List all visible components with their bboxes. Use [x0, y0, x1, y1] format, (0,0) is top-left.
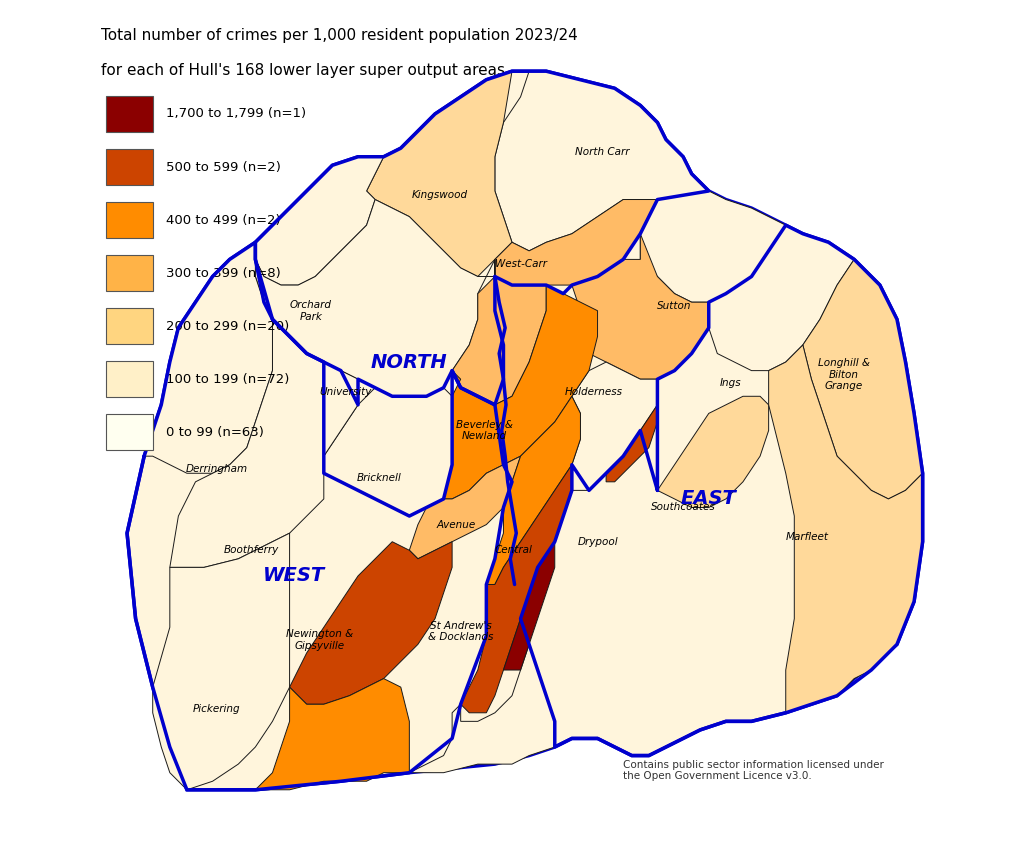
Polygon shape [410, 456, 520, 559]
Polygon shape [443, 285, 598, 499]
Polygon shape [486, 396, 581, 585]
Text: Bricknell: Bricknell [357, 473, 401, 482]
Polygon shape [127, 71, 923, 790]
Text: Drypool: Drypool [578, 536, 617, 547]
Polygon shape [461, 465, 571, 713]
Text: Boothferry: Boothferry [223, 545, 279, 555]
Text: Sutton: Sutton [657, 301, 692, 312]
Text: Beverley &
Newland: Beverley & Newland [456, 419, 513, 442]
Text: St Andrew's
& Docklands: St Andrew's & Docklands [428, 621, 494, 642]
Text: 1,700 to 1,799 (n=1): 1,700 to 1,799 (n=1) [166, 108, 306, 121]
Text: Ings: Ings [719, 379, 741, 388]
Text: Newington &
Gipsyville: Newington & Gipsyville [286, 629, 353, 651]
Text: Avenue: Avenue [437, 519, 476, 530]
Text: for each of Hull's 168 lower layer super output areas: for each of Hull's 168 lower layer super… [101, 63, 506, 77]
Polygon shape [495, 200, 657, 285]
Text: NORTH: NORTH [371, 352, 447, 372]
Text: WEST: WEST [263, 567, 325, 585]
Text: Pickering: Pickering [194, 703, 241, 714]
Text: Holderness: Holderness [564, 387, 623, 397]
Text: Contains public sector information licensed under
the Open Government Licence v3: Contains public sector information licen… [624, 760, 884, 782]
Text: 0 to 99 (n=63): 0 to 99 (n=63) [166, 425, 263, 439]
Polygon shape [495, 71, 709, 251]
Text: 100 to 199 (n=72): 100 to 199 (n=72) [166, 373, 289, 386]
Polygon shape [255, 678, 410, 790]
Polygon shape [324, 387, 453, 516]
FancyBboxPatch shape [105, 308, 153, 344]
Polygon shape [571, 233, 709, 379]
Text: Marfleet: Marfleet [785, 532, 828, 542]
Text: Derringham: Derringham [185, 464, 248, 474]
Polygon shape [144, 242, 272, 474]
Polygon shape [803, 233, 923, 499]
Polygon shape [290, 542, 453, 704]
Polygon shape [170, 319, 358, 567]
Polygon shape [769, 345, 923, 713]
FancyBboxPatch shape [105, 96, 153, 132]
FancyBboxPatch shape [105, 202, 153, 238]
Text: Central: Central [495, 545, 532, 555]
Polygon shape [153, 533, 290, 790]
Text: 300 to 399 (n=8): 300 to 399 (n=8) [166, 267, 281, 280]
Polygon shape [657, 396, 769, 507]
Text: 200 to 299 (n=20): 200 to 299 (n=20) [166, 319, 289, 332]
Text: 500 to 599 (n=2): 500 to 599 (n=2) [166, 160, 281, 174]
Text: West-Carr: West-Carr [495, 258, 547, 269]
Text: Total number of crimes per 1,000 resident population 2023/24: Total number of crimes per 1,000 residen… [101, 28, 579, 43]
Polygon shape [709, 226, 854, 370]
Text: North Carr: North Carr [574, 147, 629, 158]
Text: Southcoates: Southcoates [650, 503, 716, 512]
Polygon shape [367, 71, 512, 276]
FancyBboxPatch shape [105, 149, 153, 185]
Polygon shape [606, 405, 657, 482]
Polygon shape [640, 191, 785, 302]
Polygon shape [255, 200, 495, 396]
Text: EAST: EAST [681, 489, 736, 509]
FancyBboxPatch shape [105, 255, 153, 291]
Polygon shape [255, 157, 384, 285]
Text: Kingswood: Kingswood [412, 190, 467, 201]
FancyBboxPatch shape [105, 414, 153, 450]
Text: Orchard
Park: Orchard Park [290, 300, 332, 321]
Polygon shape [410, 644, 555, 772]
Polygon shape [504, 542, 555, 670]
Polygon shape [571, 362, 657, 491]
Text: 400 to 499 (n=2): 400 to 499 (n=2) [166, 214, 281, 226]
FancyBboxPatch shape [105, 362, 153, 397]
Text: University: University [319, 387, 372, 397]
Text: Longhill &
Bilton
Grange: Longhill & Bilton Grange [818, 358, 870, 392]
Polygon shape [453, 259, 546, 405]
